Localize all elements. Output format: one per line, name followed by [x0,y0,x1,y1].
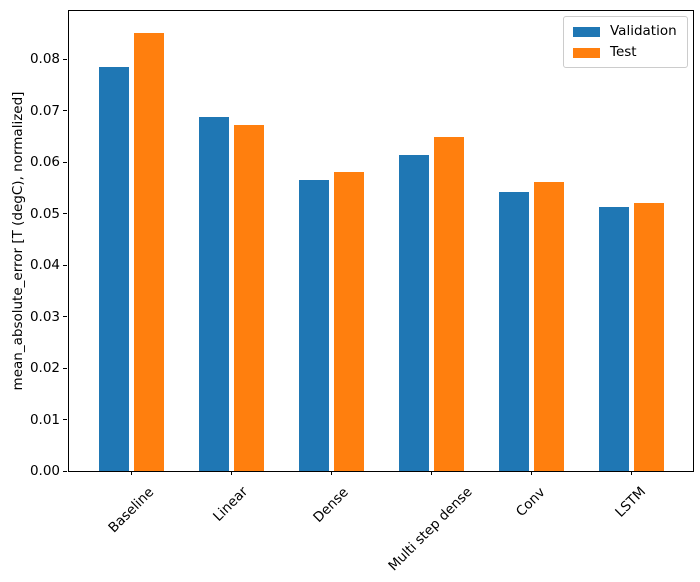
legend-item-validation: Validation [573,24,677,39]
y-tick-label: 0.08 [29,51,60,68]
y-tick-mark [63,58,67,60]
x-tick-label: LSTM [612,483,650,521]
legend-item-test: Test [573,45,677,60]
legend-label-test: Test [610,44,637,60]
y-tick-label: 0.00 [29,463,60,479]
y-tick-label: 0.01 [29,411,60,428]
bar-test-multi-step-dense [433,136,464,471]
bar-validation-dense [298,179,329,471]
y-tick-label: 0.06 [29,154,60,171]
y-tick-label: 0.03 [29,308,60,325]
legend-label-validation: Validation [610,23,677,39]
bar-validation-linear [198,116,229,471]
bar-test-lstm [633,202,664,471]
y-tick-label: 0.02 [29,360,60,377]
legend-swatch-validation-icon [573,26,600,37]
y-tick-mark [63,470,67,472]
bar-test-dense [333,172,364,471]
bar-validation-conv [498,192,529,471]
y-axis-label: mean_absolute_error [T (degC), normalize… [10,91,26,391]
bar-validation-lstm [598,206,629,471]
y-tick-mark [63,419,67,420]
bar-validation-baseline [98,67,129,471]
y-tick-mark [63,367,67,369]
legend-swatch-test-icon [573,47,600,58]
y-tick-mark [63,161,67,163]
y-tick-label: 0.04 [29,257,60,274]
plot-area [68,10,694,472]
x-tick-label: Conv [513,483,549,520]
y-tick-mark [63,110,67,112]
bar-test-linear [233,124,264,471]
x-tick-label: Multi step dense [385,484,476,575]
bar-test-conv [533,182,564,471]
y-tick-mark [63,316,67,318]
y-tick-label: 0.05 [29,205,60,222]
legend: Validation Test [563,16,688,68]
y-tick-mark [63,264,67,266]
y-tick-mark [63,213,67,215]
x-tick-label: Dense [309,484,352,526]
bar-validation-multi-step-dense [398,155,429,471]
x-tick-label: Linear [210,484,252,526]
y-tick-label: 0.07 [29,102,60,119]
bar-test-baseline [133,32,164,471]
x-tick-label: Baseline [104,483,157,536]
